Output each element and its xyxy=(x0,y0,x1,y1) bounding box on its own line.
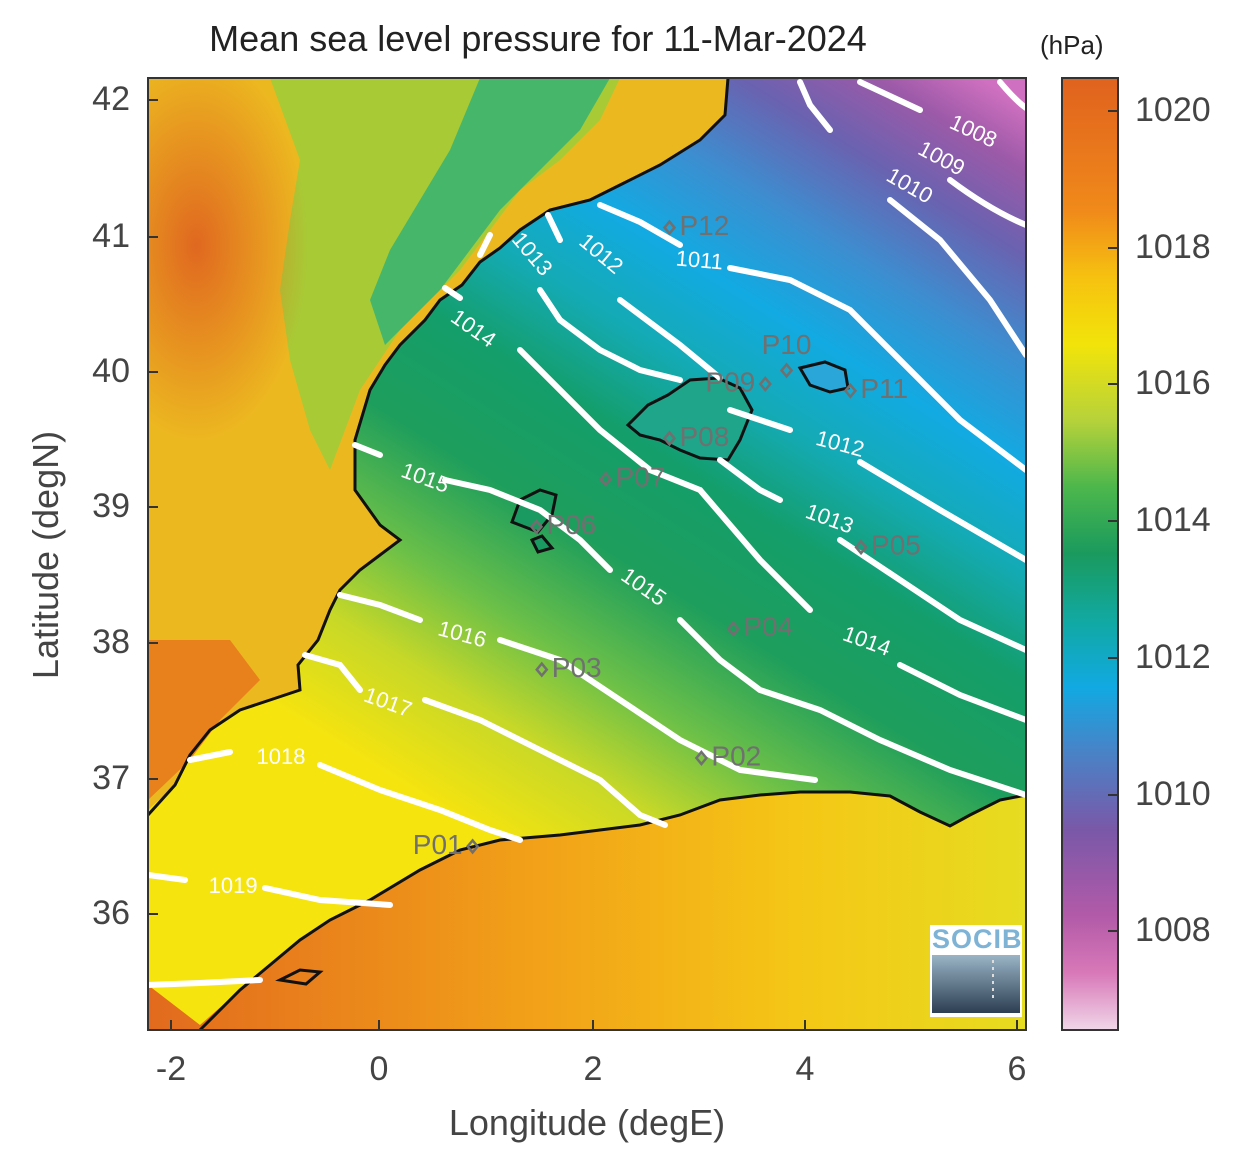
isobar-1015b xyxy=(677,617,1026,798)
coast-mallorca xyxy=(625,376,754,462)
coast-alboran xyxy=(275,968,324,986)
station-label: P05 xyxy=(871,530,921,561)
x-tick-label: -2 xyxy=(155,1050,187,1088)
isobar-1010 xyxy=(797,79,1026,358)
colorbar-tick-label: 1010 xyxy=(1135,775,1211,813)
colorbar-tick-label: 1008 xyxy=(1135,911,1211,949)
y-tick-label: 37 xyxy=(92,759,130,797)
y-tick-label: 42 xyxy=(92,80,130,118)
station-marker xyxy=(779,362,794,379)
land-hot-zone xyxy=(148,78,468,638)
isobar-1009 xyxy=(857,79,1026,228)
station-marker xyxy=(662,430,677,447)
colorbar-tick-label: 1020 xyxy=(1135,91,1211,129)
isobar-1011 xyxy=(597,202,1026,473)
isobar-1012a xyxy=(545,212,723,381)
station-label: P04 xyxy=(743,611,793,642)
socib-logo xyxy=(930,925,1022,1017)
colorbar-tick-label: 1016 xyxy=(1135,364,1211,402)
y-tick-label: 41 xyxy=(92,217,130,255)
isobars xyxy=(148,79,1026,988)
x-tick-label: 4 xyxy=(795,1050,815,1088)
colorbar-tick-marks xyxy=(1108,110,1118,932)
station-marker xyxy=(694,750,709,766)
station-label: P02 xyxy=(711,740,761,771)
isobar-1013b xyxy=(717,457,1026,653)
axis-tick-marks xyxy=(148,99,1018,1030)
station-marker xyxy=(535,661,549,678)
isobar-1008 xyxy=(997,79,1026,111)
isobar-1020 xyxy=(148,977,263,988)
isobar-1015a xyxy=(352,442,613,573)
colorbar-tick-label: 1012 xyxy=(1135,638,1211,676)
station-label: P11 xyxy=(860,373,908,404)
isobar-1019 xyxy=(148,872,393,908)
station-marker xyxy=(843,382,858,399)
y-tick-label: 39 xyxy=(92,487,130,525)
socib-logo-text: SOCIB xyxy=(932,924,1023,954)
station-label: P01 xyxy=(413,829,463,860)
colorbar-tick-label: 1014 xyxy=(1135,501,1211,539)
y-tick-label: 36 xyxy=(92,894,130,932)
station-label: P08 xyxy=(679,421,729,452)
isobar-1014a xyxy=(442,285,703,493)
station-marker xyxy=(726,620,740,637)
chart-title: Mean sea level pressure for 11-Mar-2024 xyxy=(209,18,867,59)
station-marker xyxy=(758,376,772,392)
isobar-1017 xyxy=(302,652,668,828)
station-marker xyxy=(465,838,480,855)
isobar-1013a xyxy=(477,232,683,383)
station-marker xyxy=(598,471,613,488)
colorbar xyxy=(1061,77,1119,1031)
contour-label: 1011 xyxy=(675,245,724,274)
land-africa xyxy=(148,792,1026,1030)
station-label: P09 xyxy=(705,366,755,397)
colorbar-units: (hPa) xyxy=(1040,30,1104,60)
isobar-1018 xyxy=(187,749,523,843)
x-tick-label: 6 xyxy=(1007,1050,1027,1088)
x-axis-label: Longitude (degE) xyxy=(448,1102,726,1143)
contour-label: 1019 xyxy=(209,873,258,898)
y-tick-label: 40 xyxy=(92,352,130,390)
isobar-1016 xyxy=(337,592,818,783)
station-label: P03 xyxy=(552,652,602,683)
x-tick-label: 2 xyxy=(583,1050,603,1088)
colorbar-tick-label: 1018 xyxy=(1135,228,1211,266)
coast-iberia xyxy=(146,77,730,817)
station-marker xyxy=(854,539,868,556)
contour-label: 1018 xyxy=(257,744,306,769)
station-label: P12 xyxy=(679,210,729,241)
station-marker xyxy=(529,518,544,535)
station-marker xyxy=(662,219,677,236)
coast-africa xyxy=(198,790,1027,1032)
station-label: P06 xyxy=(546,509,596,540)
land-iberia-south xyxy=(148,640,260,800)
station-label: P10 xyxy=(762,329,812,360)
x-tick-label: 0 xyxy=(369,1050,389,1088)
isobar-1014b xyxy=(697,487,1026,723)
station-label: P07 xyxy=(616,462,666,493)
y-tick-label: 38 xyxy=(92,623,130,661)
plot-frame xyxy=(147,77,1027,1031)
isobar-1012b xyxy=(727,407,1026,563)
coast-formentera xyxy=(529,534,555,554)
